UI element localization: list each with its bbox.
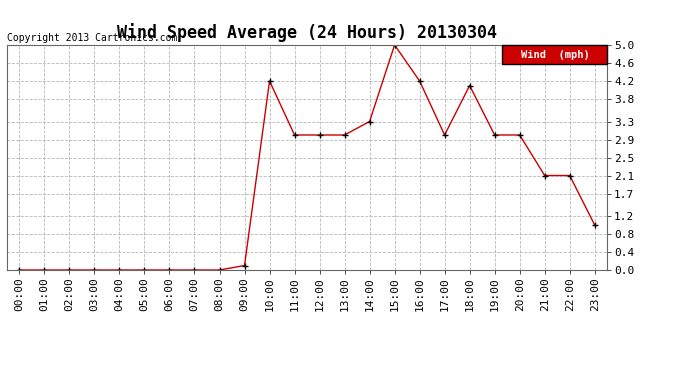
FancyBboxPatch shape	[502, 45, 607, 64]
Text: Copyright 2013 Cartronics.com: Copyright 2013 Cartronics.com	[7, 33, 177, 43]
Text: Wind  (mph): Wind (mph)	[520, 50, 589, 60]
Title: Wind Speed Average (24 Hours) 20130304: Wind Speed Average (24 Hours) 20130304	[117, 23, 497, 42]
